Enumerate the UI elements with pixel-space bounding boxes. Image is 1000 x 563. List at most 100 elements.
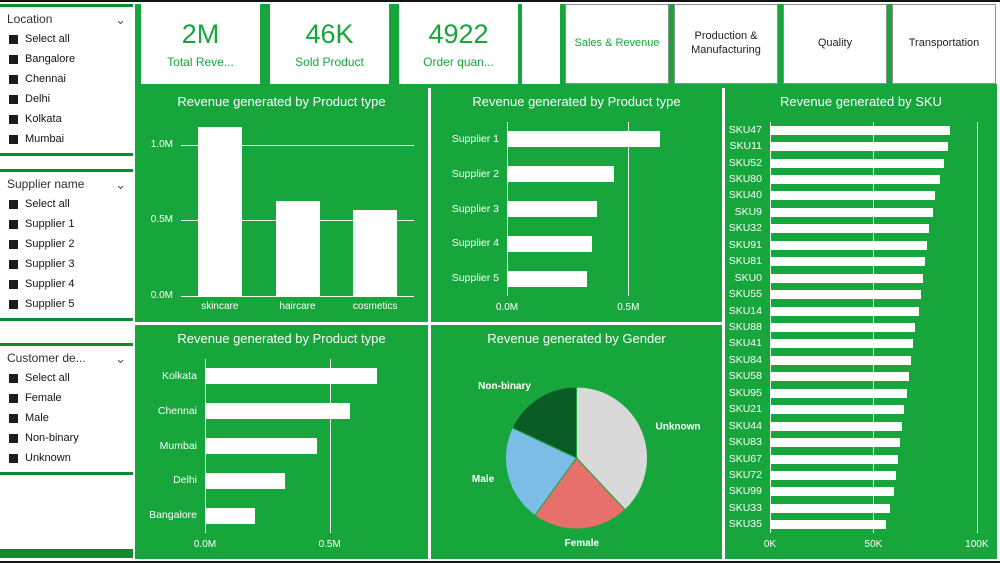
column-chart-plot: 0.0M 0.5M 1.0M skincare haircare cosmetics — [135, 112, 428, 322]
bar-Supplier 5[interactable] — [507, 270, 588, 287]
bar-Supplier 2[interactable] — [507, 166, 614, 183]
slicer-item-select-all[interactable]: Select all — [9, 194, 126, 214]
checkbox-checked-icon[interactable] — [9, 259, 18, 269]
category-label: SKU33 — [728, 501, 762, 514]
divider — [389, 4, 399, 84]
checkbox-checked-icon[interactable] — [9, 114, 18, 124]
slicer-item-supplier-3[interactable]: Supplier 3 — [9, 254, 126, 274]
checkbox-checked-icon[interactable] — [9, 239, 18, 249]
checkbox-checked-icon[interactable] — [9, 34, 18, 44]
bar-SKU88[interactable] — [770, 323, 915, 332]
slicer-item-select-all[interactable]: Select all — [9, 29, 126, 49]
bar-Chennai[interactable] — [205, 403, 350, 420]
checkbox-checked-icon[interactable] — [9, 54, 18, 64]
tab-sales-revenue[interactable]: Sales & Revenue — [565, 4, 669, 84]
category-label: Supplier 2 — [451, 167, 499, 180]
category-label: SKU81 — [728, 255, 762, 268]
slicer-item-female[interactable]: Female — [9, 388, 126, 408]
kpi-label: Sold Product — [295, 55, 364, 69]
slicer-item-kolkata[interactable]: Kolkata — [9, 109, 126, 129]
checkbox-checked-icon[interactable] — [9, 413, 18, 423]
bar-SKU21[interactable] — [770, 405, 905, 415]
checkbox-checked-icon[interactable] — [9, 199, 18, 209]
x-axis-category-label: haircare — [279, 301, 316, 312]
checkbox-checked-icon[interactable] — [9, 373, 18, 383]
slicer-item-mumbai[interactable]: Mumbai — [9, 129, 126, 149]
slicer-item-unknown[interactable]: Unknown — [9, 448, 126, 468]
bar-SKU40[interactable] — [770, 191, 936, 201]
tab-production-manufacturing[interactable]: Production & Manufacturing — [674, 4, 778, 84]
bar-Supplier 4[interactable] — [507, 235, 592, 252]
bar-Kolkata[interactable] — [205, 368, 378, 385]
bar-SKU81[interactable] — [770, 257, 926, 267]
tab-quality[interactable]: Quality — [783, 4, 887, 84]
bar-SKU72[interactable] — [770, 470, 897, 480]
bar-SKU67[interactable] — [770, 454, 899, 464]
bar-SKU47[interactable] — [770, 125, 950, 135]
bar-SKU95[interactable] — [770, 388, 907, 398]
category-label: SKU44 — [728, 419, 762, 432]
bar-haircare[interactable] — [275, 200, 320, 296]
slicer-customer-demographic: Customer de... ⌄ Select all Female Male Non… — [0, 343, 133, 475]
bar-SKU52[interactable] — [770, 158, 944, 168]
checkbox-checked-icon[interactable] — [9, 94, 18, 104]
slicer-item-select-all[interactable]: Select all — [9, 368, 126, 388]
checkbox-checked-icon[interactable] — [9, 299, 18, 309]
pie-slice-non-binary[interactable] — [511, 386, 577, 459]
bar-SKU9[interactable] — [770, 207, 934, 217]
slicer-item-supplier-5[interactable]: Supplier 5 — [9, 294, 126, 314]
bar-SKU32[interactable] — [770, 224, 930, 234]
slicer-item-supplier-4[interactable]: Supplier 4 — [9, 274, 126, 294]
slicer-item-supplier-2[interactable]: Supplier 2 — [9, 234, 126, 254]
checkbox-checked-icon[interactable] — [9, 393, 18, 403]
checkbox-checked-icon[interactable] — [9, 74, 18, 84]
pie-slice-female[interactable] — [534, 457, 626, 530]
bar-skincare[interactable] — [197, 126, 242, 296]
slicer-item-delhi[interactable]: Delhi — [9, 89, 126, 109]
chart-revenue-by-location: Revenue generated by Product type 0.0M 0.… — [135, 325, 428, 559]
tab-transportation[interactable]: Transportation — [892, 4, 996, 84]
bar-SKU84[interactable] — [770, 355, 911, 365]
bar-SKU91[interactable] — [770, 240, 928, 250]
bar-SKU99[interactable] — [770, 487, 895, 497]
checkbox-checked-icon[interactable] — [9, 433, 18, 443]
bar-SKU11[interactable] — [770, 142, 948, 152]
bar-SKU33[interactable] — [770, 503, 890, 513]
kpi-value: 4922 — [428, 19, 489, 49]
slicer-item-bangalore[interactable]: Bangalore — [9, 49, 126, 69]
bar-Mumbai[interactable] — [205, 438, 318, 454]
bar-SKU0[interactable] — [770, 273, 924, 283]
bar-SKU58[interactable] — [770, 372, 909, 382]
bar-Delhi[interactable] — [205, 472, 285, 489]
slicer-item-supplier-1[interactable]: Supplier 1 — [9, 214, 126, 234]
gridline — [628, 122, 630, 296]
bar-SKU80[interactable] — [770, 175, 940, 185]
sidebar-bottom-band — [0, 549, 133, 558]
chevron-down-icon[interactable]: ⌄ — [115, 176, 126, 192]
checkbox-checked-icon[interactable] — [9, 219, 18, 229]
chevron-down-icon[interactable]: ⌄ — [115, 11, 126, 27]
slicer-customer-header[interactable]: Customer de... ⌄ — [7, 348, 126, 368]
bar-SKU14[interactable] — [770, 306, 919, 316]
bar-SKU55[interactable] — [770, 290, 921, 300]
checkbox-checked-icon[interactable] — [9, 134, 18, 144]
bar-cosmetics[interactable] — [353, 209, 398, 296]
divider — [260, 4, 270, 84]
slicer-location-header[interactable]: Location ⌄ — [7, 9, 126, 29]
checkbox-checked-icon[interactable] — [9, 279, 18, 289]
slicer-item-non-binary[interactable]: Non-binary — [9, 428, 126, 448]
slicer-item-chennai[interactable]: Chennai — [9, 69, 126, 89]
bar-Supplier 3[interactable] — [507, 201, 597, 217]
slicer-item-label: Unknown — [25, 452, 71, 464]
pie-slice-unknown[interactable] — [576, 386, 648, 511]
bar-Supplier 1[interactable] — [507, 131, 660, 148]
slicer-item-male[interactable]: Male — [9, 408, 126, 428]
slicer-supplier-header[interactable]: Supplier name ⌄ — [7, 174, 126, 194]
bar-SKU41[interactable] — [770, 339, 913, 349]
bar-SKU44[interactable] — [770, 421, 903, 431]
bar-SKU83[interactable] — [770, 438, 901, 448]
checkbox-checked-icon[interactable] — [9, 453, 18, 463]
chevron-down-icon[interactable]: ⌄ — [115, 350, 126, 366]
bar-Bangalore[interactable] — [205, 507, 255, 524]
bar-SKU35[interactable] — [770, 520, 886, 530]
